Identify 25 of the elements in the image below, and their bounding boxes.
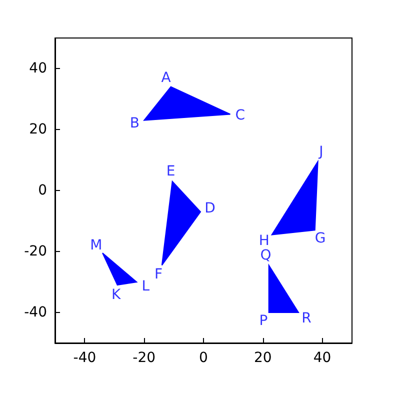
- x-tick-label: 20: [254, 350, 272, 366]
- x-tick-label: 0: [199, 350, 208, 366]
- data-label: E: [166, 163, 176, 180]
- data-label: F: [154, 266, 163, 283]
- data-label: C: [235, 108, 246, 124]
- data-label: M: [90, 237, 102, 254]
- x-tick-label: -20: [132, 350, 156, 366]
- y-tick-label: -40: [24, 304, 47, 320]
- data-label: D: [204, 200, 216, 217]
- data-label: P: [259, 312, 268, 329]
- data-label: J: [318, 144, 324, 160]
- data-label: R: [302, 310, 312, 327]
- data-label: K: [111, 286, 122, 303]
- y-tick-label: -20: [24, 244, 47, 260]
- y-tick-label: 40: [29, 60, 47, 76]
- data-label: L: [142, 278, 150, 294]
- data-label: H: [258, 233, 270, 250]
- y-tick-label: 20: [29, 122, 47, 138]
- x-tick-label: 40: [313, 350, 332, 366]
- data-label: Q: [260, 248, 272, 264]
- data-label: B: [130, 116, 140, 132]
- data-label: G: [314, 230, 326, 247]
- y-tick-label: 0: [38, 182, 47, 198]
- x-tick-label: -40: [73, 350, 96, 366]
- data-label: A: [161, 70, 172, 86]
